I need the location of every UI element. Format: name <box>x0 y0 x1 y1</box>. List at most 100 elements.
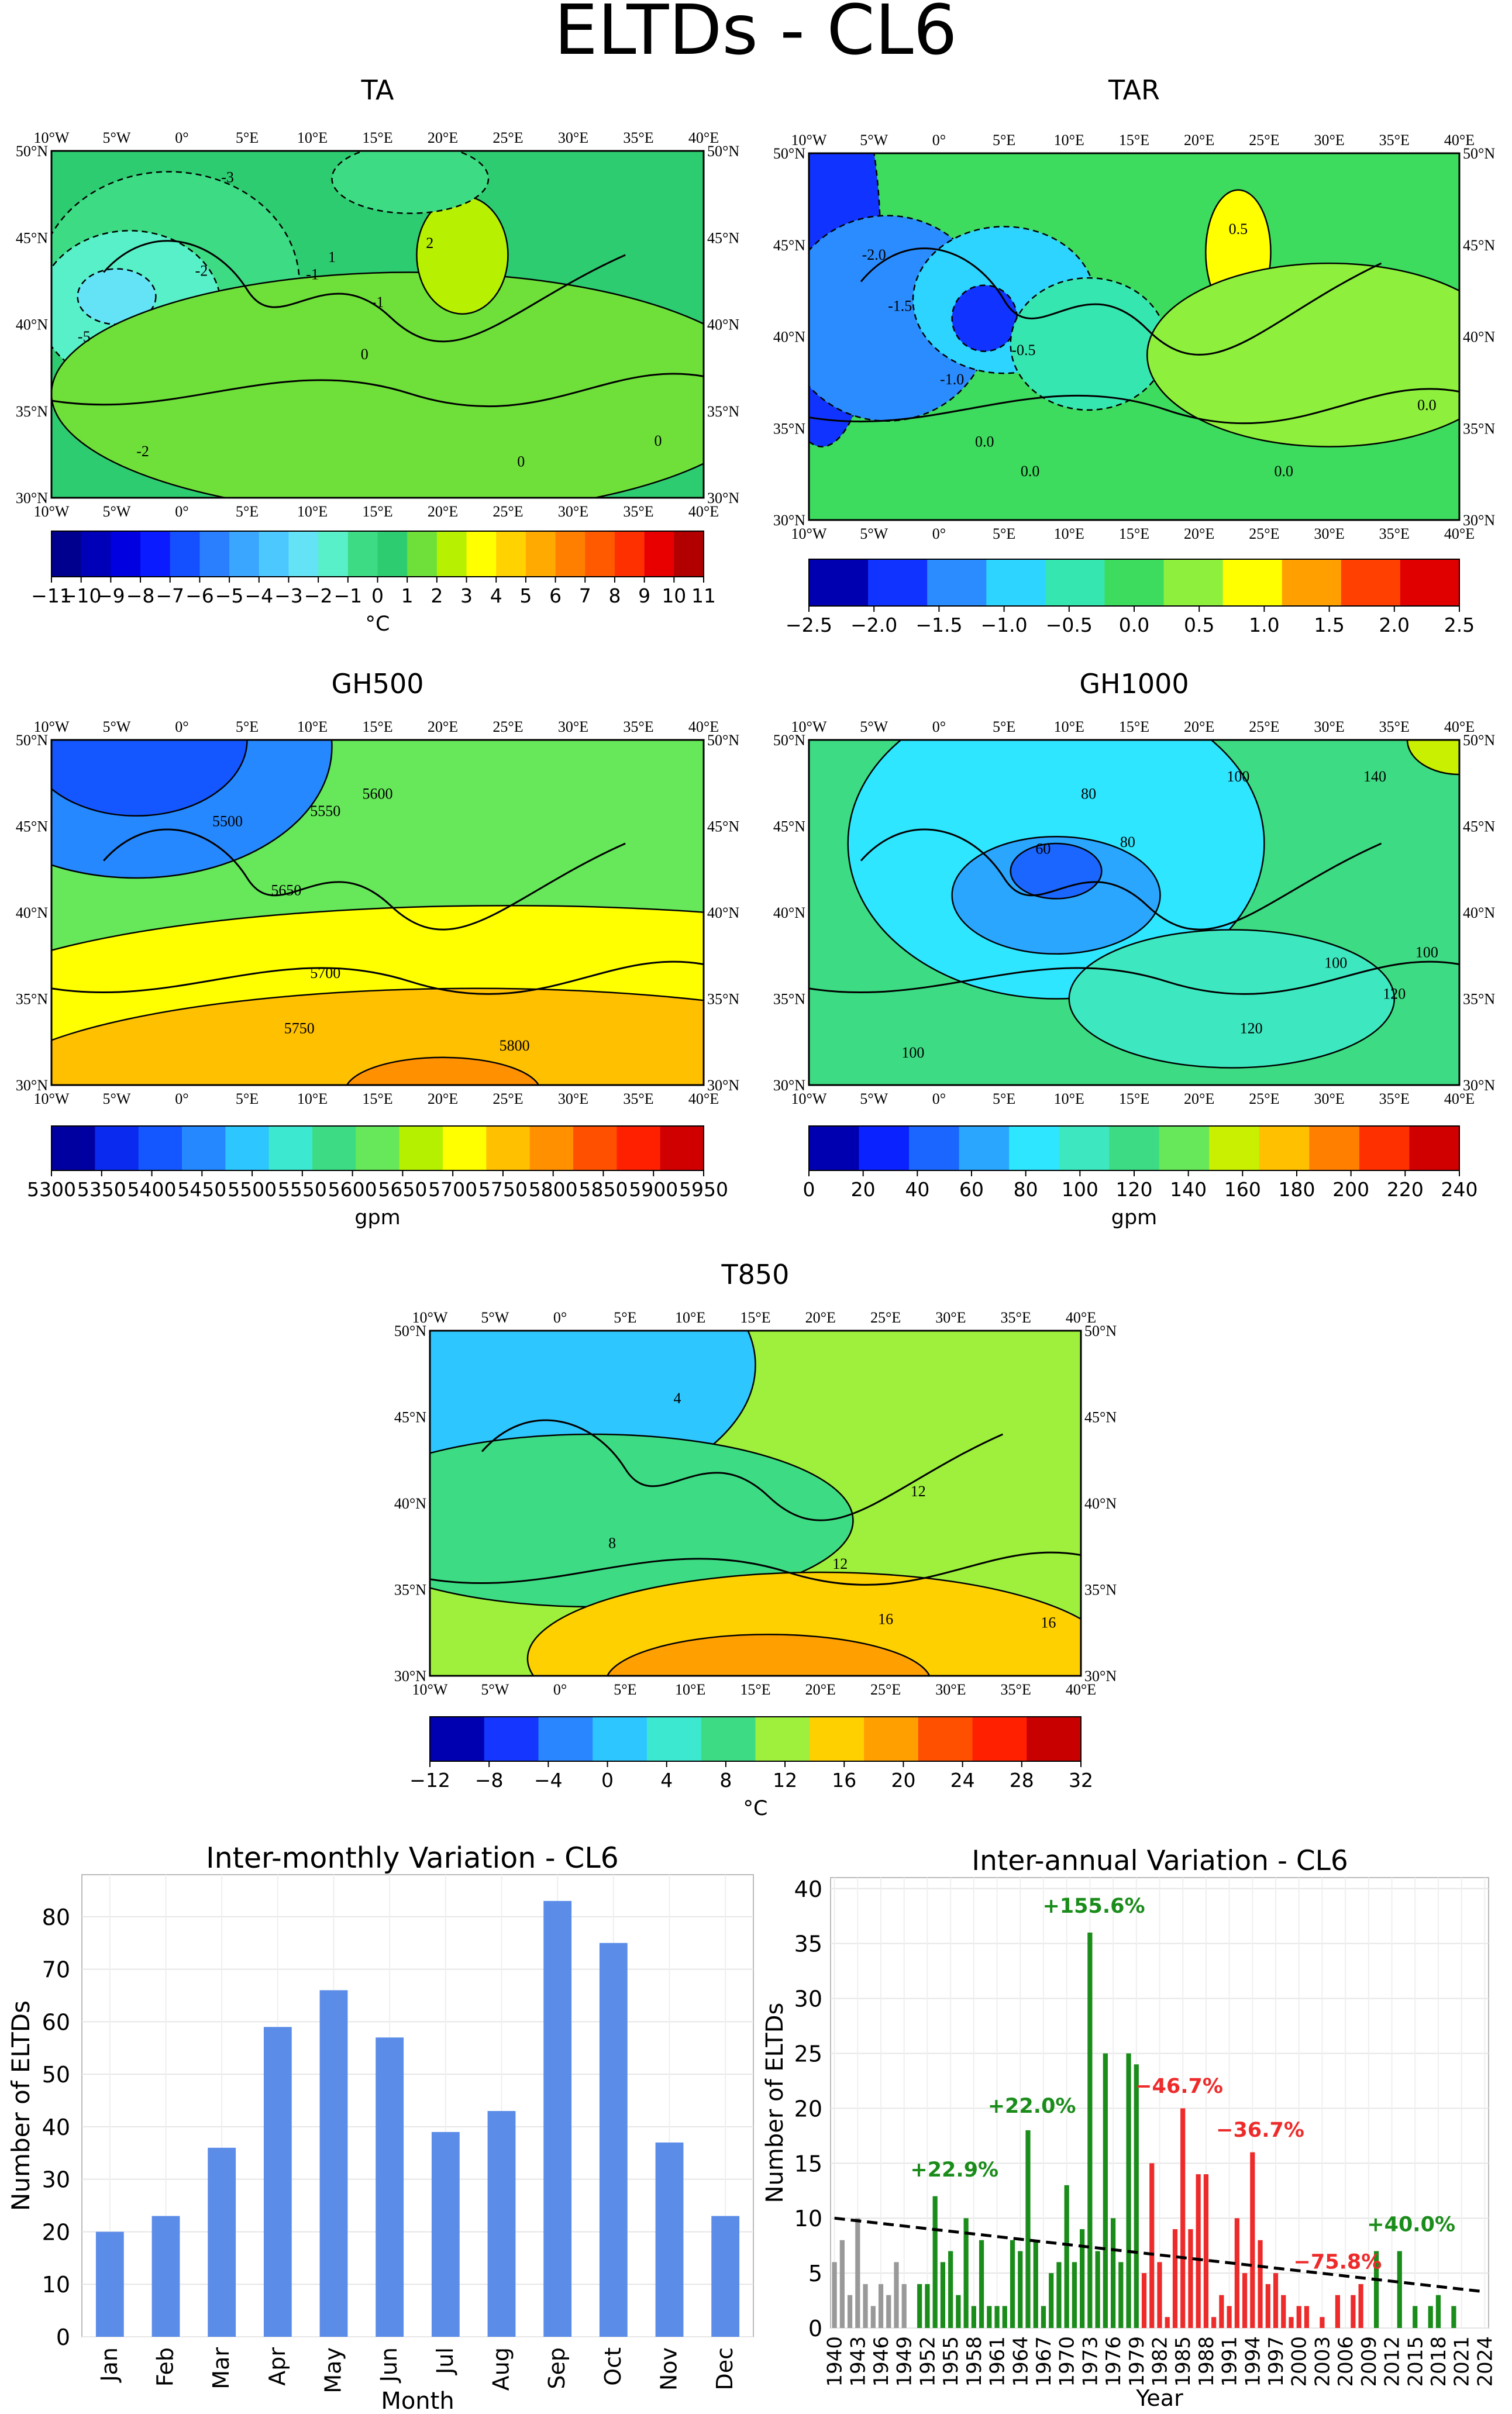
lon-tick-label-top: 5°W <box>103 718 131 735</box>
lon-tick-label-top: 0° <box>175 718 188 735</box>
contour-label: 12 <box>911 1483 926 1500</box>
bar-year <box>1265 2284 1270 2328</box>
colorbar-swatch <box>1409 1126 1460 1170</box>
contour-label: -1 <box>371 294 384 311</box>
x-tick-label: 2003 <box>1311 2336 1334 2387</box>
map-field <box>809 153 1459 520</box>
lon-tick-label-bottom: 35°E <box>1001 1681 1031 1698</box>
lon-tick-label-top: 15°E <box>740 1309 770 1326</box>
contour-label: 0 <box>517 453 525 470</box>
x-tick-label: 2006 <box>1334 2336 1358 2387</box>
bar-year <box>1064 2185 1069 2328</box>
contour-label: 2 <box>426 235 433 252</box>
bar-year <box>1196 2174 1201 2328</box>
colorbar-tick-label: 6 <box>549 584 562 607</box>
lon-tick-label-top: 10°W <box>791 718 827 735</box>
lon-tick-label-bottom: 35°E <box>623 503 653 520</box>
lat-tick-label-right: 35°N <box>707 403 739 420</box>
y-axis-label: Number of ELTDs <box>762 2003 788 2203</box>
colorbar-tick-label: −0.5 <box>1046 614 1093 636</box>
colorbar-tick-label: 1 <box>401 584 414 607</box>
lat-tick-label-left: 45°N <box>16 229 48 246</box>
lat-tick-label-left: 40°N <box>773 904 805 921</box>
lon-tick-label-top: 5°W <box>103 129 131 146</box>
contour-label: -5 <box>78 328 91 345</box>
colorbar-tick-label: −4 <box>534 1769 563 1792</box>
contour-label: 0.0 <box>1021 463 1040 480</box>
map-title: TA <box>361 74 395 106</box>
colorbar-tick-label: 5900 <box>629 1178 678 1201</box>
bar-year <box>1172 2229 1178 2328</box>
lon-tick-label-top: 10°W <box>791 132 827 149</box>
bar-year <box>1234 2218 1239 2328</box>
map-field <box>809 740 1459 1085</box>
colorbar-swatch <box>430 1717 485 1761</box>
colorbar-tick-label: 9 <box>638 584 650 607</box>
colorbar-swatch <box>755 1717 810 1761</box>
lon-tick-label-top: 25°E <box>492 129 523 146</box>
lon-tick-label-top: 5°E <box>993 718 1015 735</box>
lon-tick-label-top: 30°E <box>558 129 588 146</box>
contour-label: 5500 <box>212 813 243 830</box>
colorbar-swatch <box>701 1717 756 1761</box>
colorbar-swatch <box>377 531 408 577</box>
bar-year <box>1351 2295 1356 2328</box>
bar-feb <box>151 2216 180 2337</box>
coastline <box>103 240 626 343</box>
colorbar-tick-label: −2.5 <box>786 614 832 636</box>
x-tick-label: 1964 <box>1009 2336 1032 2387</box>
lat-tick-label-left: 45°N <box>394 1409 426 1426</box>
colorbar-tick-label: 5800 <box>529 1178 578 1201</box>
colorbar-swatch <box>1341 559 1401 606</box>
bar-year <box>894 2262 899 2328</box>
x-tick-label: 1979 <box>1125 2336 1149 2387</box>
lon-tick-label-bottom: 20°E <box>1184 1090 1214 1107</box>
bar-year <box>940 2262 946 2328</box>
contour-label: -2 <box>136 443 149 460</box>
bar-year <box>847 2295 853 2328</box>
bar-year <box>1281 2295 1286 2328</box>
bar-year <box>1149 2163 1155 2328</box>
colorbar-tick-label: 100 <box>1062 1178 1098 1201</box>
x-tick-label: 1985 <box>1172 2336 1195 2387</box>
lon-tick-label-bottom: 30°E <box>558 1090 588 1107</box>
colorbar-swatch <box>555 531 585 577</box>
colorbar-swatch <box>1222 559 1283 606</box>
lat-tick-label-left: 50°N <box>394 1323 426 1339</box>
colorbar-tick-label: 7 <box>579 584 591 607</box>
colorbar-swatch <box>868 559 928 606</box>
lat-tick-label-left: 35°N <box>16 991 48 1008</box>
bar-jul <box>431 2131 460 2337</box>
colorbar-tick-label: 0 <box>601 1769 614 1792</box>
map-frame <box>50 739 705 1086</box>
x-tick-label: 1949 <box>893 2336 917 2387</box>
x-tick-label: 1946 <box>870 2336 893 2387</box>
coastline <box>860 828 1382 931</box>
y-tick-label: 40 <box>42 2115 70 2140</box>
colorbar-swatch <box>918 1717 973 1761</box>
colorbar-tick-label: −2 <box>304 584 333 607</box>
coastline <box>51 960 704 995</box>
bar-year <box>994 2306 1000 2328</box>
colorbar-tick-label: 16 <box>832 1769 856 1792</box>
colorbar-swatch <box>959 1126 1010 1170</box>
bar-aug <box>487 2110 516 2337</box>
bar-year <box>1002 2306 1007 2328</box>
colorbar-swatch <box>1109 1126 1160 1170</box>
map-title: TAR <box>1108 74 1160 106</box>
bar-year <box>1242 2273 1248 2328</box>
lon-tick-label-top: 10°E <box>675 1309 705 1326</box>
trend-change-annotation: +22.0% <box>988 2095 1076 2118</box>
lat-tick-label-left: 40°N <box>16 316 48 333</box>
colorbar-tick-label: 5950 <box>679 1178 728 1201</box>
colorbar-swatch <box>909 1126 960 1170</box>
bar-year <box>925 2284 930 2328</box>
lon-tick-label-top: 5°E <box>614 1309 636 1326</box>
colorbar-tick-label: 5850 <box>578 1178 628 1201</box>
y-tick-label: 20 <box>42 2219 70 2245</box>
lat-tick-label-right: 40°N <box>707 904 739 921</box>
x-tick-label: 1970 <box>1056 2336 1079 2387</box>
lon-tick-label-top: 15°E <box>1119 132 1149 149</box>
x-axis-label: Month <box>381 2388 454 2414</box>
field-contour-region <box>51 987 704 1085</box>
